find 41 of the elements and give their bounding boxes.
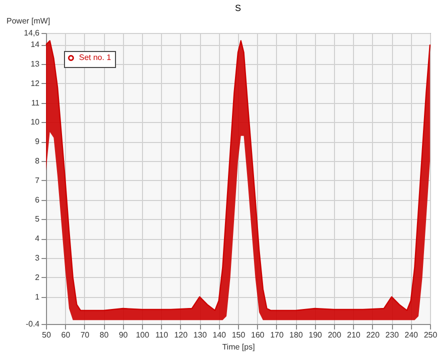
x-tick-label: 200 [328, 330, 342, 340]
y-tick-label: 1 [35, 292, 40, 302]
x-tick-label: 220 [366, 330, 380, 340]
x-tick-label: 150 [232, 330, 246, 340]
legend-label: Set no. 1 [79, 53, 112, 62]
x-tick-label: 80 [100, 330, 110, 340]
y-tick-label: 11 [31, 98, 40, 108]
x-tick-label: 170 [270, 330, 284, 340]
y-tick-label: 7 [35, 176, 40, 185]
y-tick-label: 3 [35, 254, 40, 263]
x-tick-label: 100 [136, 330, 150, 340]
x-tick-label: 190 [308, 330, 323, 340]
x-tick-label: 140 [212, 330, 227, 340]
y-tick-label: 12 [30, 78, 40, 88]
x-axis-title: Time [ps] [222, 342, 255, 352]
y-tick-label: 8 [35, 156, 40, 166]
x-tick-label: 250 [424, 330, 438, 340]
y-tick-label: 10 [30, 118, 40, 127]
x-tick-label: 230 [385, 330, 400, 340]
x-tick-label: 160 [251, 330, 265, 340]
y-tick-label: 6 [35, 195, 40, 204]
y-tick-label: 13 [30, 60, 40, 69]
x-tick-label: 90 [118, 330, 128, 340]
x-tick-label: 50 [42, 330, 52, 340]
y-tick-label: 9 [35, 137, 40, 146]
y-axis-title: Power [mW] [6, 16, 50, 26]
x-tick-label: 60 [61, 330, 71, 340]
y-tick-label: 2 [35, 272, 40, 282]
x-tick-label: 240 [404, 330, 419, 340]
y-tick-label: 14,6 [24, 28, 40, 38]
x-tick-label: 70 [80, 330, 90, 340]
x-tick-label: 210 [347, 330, 361, 340]
chart-title: S [234, 3, 242, 13]
y-tick-label: -0.4 [26, 320, 40, 328]
x-tick-label: 120 [174, 330, 188, 340]
y-tick-label: 4 [35, 234, 40, 244]
y-tick-label: 5 [35, 214, 40, 224]
x-tick-label: 180 [289, 330, 304, 340]
y-tick-label: 14 [30, 40, 40, 50]
x-tick-label: 130 [193, 330, 208, 340]
x-tick-label: 110 [155, 330, 169, 340]
